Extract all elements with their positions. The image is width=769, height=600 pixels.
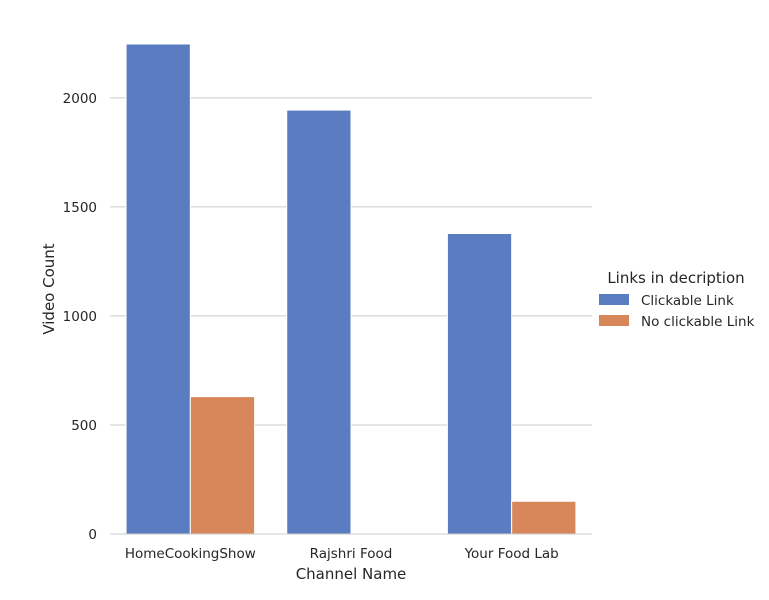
bar-clickable-link	[286, 109, 352, 535]
legend-label: Clickable Link	[641, 293, 734, 309]
y-tick-label: 1000	[63, 309, 97, 325]
bar-clickable-link	[125, 43, 191, 535]
legend-title: Links in decription	[607, 269, 744, 287]
y-tick-labels: 0 500 1000 1500 2000	[63, 91, 97, 543]
y-tick-label: 500	[71, 418, 97, 434]
y-tick-label: 2000	[63, 91, 97, 107]
x-tick-label: Your Food Lab	[464, 546, 559, 562]
x-axis-label: Channel Name	[296, 565, 407, 583]
legend-swatch	[599, 315, 629, 326]
x-tick-label: HomeCookingShow	[125, 546, 256, 562]
y-axis-label: Video Count	[40, 243, 58, 334]
bars	[125, 43, 577, 535]
bar-no-clickable-link	[189, 396, 256, 535]
y-tick-label: 0	[88, 527, 97, 543]
legend: Links in decription Clickable Link No cli…	[599, 269, 755, 330]
legend-swatch	[599, 294, 629, 305]
x-tick-labels: HomeCookingShow Rajshri Food Your Food Lab	[125, 546, 559, 562]
bar-clickable-link	[446, 233, 513, 535]
bar-no-clickable-link	[511, 500, 577, 535]
legend-label: No clickable Link	[641, 314, 755, 330]
y-tick-label: 1500	[63, 200, 97, 216]
x-tick-label: Rajshri Food	[310, 546, 393, 562]
legend-items: Clickable Link No clickable Link	[599, 293, 755, 330]
